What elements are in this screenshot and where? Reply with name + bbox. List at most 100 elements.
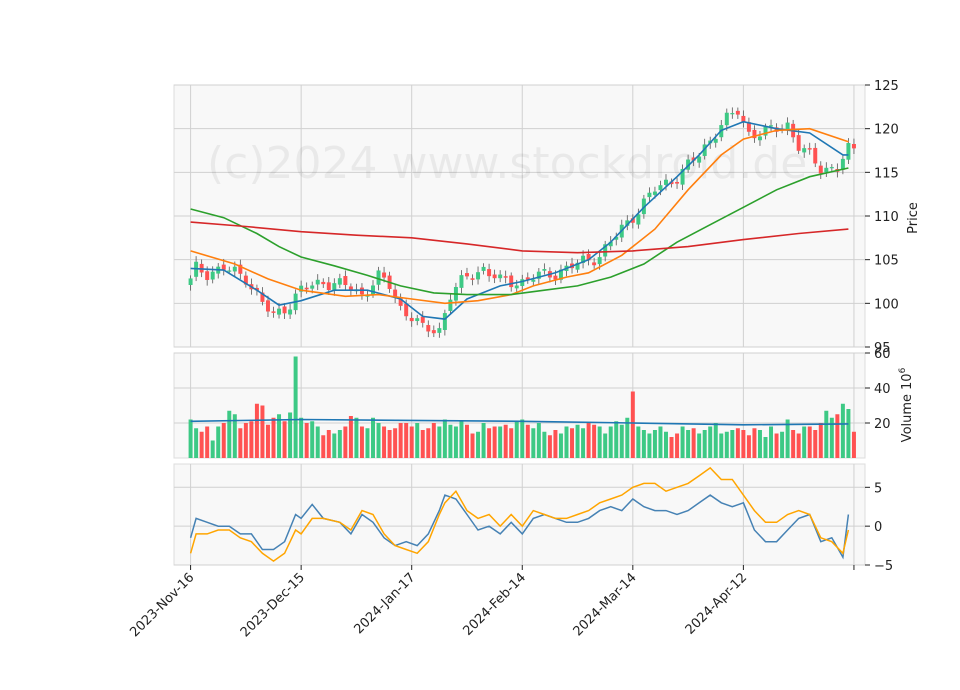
x-tick-label: 2023-Nov-16: [127, 570, 197, 640]
volume-bar: [393, 428, 398, 458]
volume-bar: [536, 423, 541, 458]
volume-bar: [470, 433, 475, 458]
volume-bar: [647, 433, 652, 458]
y-tick-label: 20: [874, 417, 891, 432]
volume-bar: [614, 421, 619, 458]
candle-body: [232, 266, 237, 272]
volume-bar: [315, 426, 320, 458]
x-tick-label: 2023-Dec-15: [238, 570, 308, 640]
volume-bar: [746, 435, 751, 458]
volume-bar: [625, 417, 630, 458]
volume-bar: [636, 426, 641, 458]
candle-body: [829, 167, 834, 169]
volume-bar: [514, 421, 519, 458]
volume-bar: [459, 421, 464, 458]
volume-bar: [796, 433, 801, 458]
candle-body: [371, 285, 375, 295]
y-tick-label: 125: [874, 79, 899, 94]
y-tick-label: 100: [874, 297, 899, 312]
candle-body: [409, 317, 414, 322]
volume-bar: [581, 428, 586, 458]
volume-bar: [619, 424, 624, 458]
candle-body: [382, 272, 387, 278]
volume-bar: [741, 430, 746, 458]
volume-bar: [277, 414, 282, 458]
volume-bar: [442, 419, 447, 458]
candle-body: [415, 318, 420, 322]
volume-bar: [780, 431, 785, 458]
volume-bar: [194, 428, 199, 458]
moving-average-line: [190, 221, 849, 254]
candle-body: [437, 328, 442, 333]
volume-bar: [542, 431, 547, 458]
volume-bar: [840, 403, 845, 458]
volume-bar: [387, 430, 392, 458]
volume-bar: [586, 423, 591, 458]
candle-body: [205, 271, 210, 280]
candle-body: [802, 148, 807, 153]
volume-bar: [282, 421, 287, 458]
volume-bar: [824, 410, 829, 458]
candle-body: [188, 278, 193, 285]
candle-body: [630, 218, 635, 223]
volume-bar: [260, 405, 265, 458]
candle-body: [769, 125, 774, 127]
volume-bar: [199, 431, 204, 458]
volume-bar: [249, 421, 254, 458]
volume-bar: [431, 423, 436, 458]
volume-bar: [829, 417, 834, 458]
volume-bar: [254, 403, 259, 458]
volume-bar: [597, 426, 602, 458]
volume-bar: [420, 430, 425, 458]
volume-bar: [785, 419, 790, 458]
volume-bar: [487, 428, 492, 458]
oscillator-line: [189, 466, 850, 563]
volume-bar: [464, 424, 469, 458]
volume-bar: [509, 428, 514, 458]
volume-bar: [719, 433, 724, 458]
volume-bar: [752, 428, 757, 458]
volume-bar: [851, 431, 856, 458]
volume-bar: [735, 428, 740, 458]
volume-bar: [802, 426, 807, 458]
volume-bar: [652, 430, 657, 458]
volume-bar: [763, 437, 768, 458]
volume-bar: [658, 426, 663, 458]
x-tick-label: 2024-Mar-14: [571, 570, 640, 639]
volume-bar: [669, 437, 674, 458]
candle-body: [774, 127, 779, 132]
volume-bar: [398, 423, 403, 458]
volume-bar: [337, 430, 342, 458]
candle-body: [542, 269, 547, 271]
volume-bar: [608, 426, 613, 458]
candle-body: [652, 191, 657, 195]
candle-body: [420, 316, 425, 323]
candle-body: [730, 113, 735, 115]
volume-bar: [503, 424, 508, 458]
y-tick-label: 120: [874, 123, 899, 138]
candle-body: [514, 285, 519, 289]
candle-body: [260, 292, 265, 302]
candle-body: [509, 275, 514, 288]
candle-body: [343, 276, 348, 286]
candle-body: [476, 272, 481, 280]
volume-bar: [664, 431, 668, 458]
volume-bar: [293, 356, 298, 458]
moving-average-line: [190, 120, 849, 320]
candle-body: [254, 287, 259, 291]
volume-bar: [326, 430, 331, 458]
candle-body: [713, 138, 718, 143]
candle-body: [581, 255, 586, 263]
volume-bar: [492, 426, 497, 458]
candle-body: [520, 279, 525, 287]
candle-body: [487, 269, 492, 277]
volume-bar: [807, 426, 812, 458]
candle-body: [680, 168, 685, 185]
candle-body: [818, 165, 823, 174]
volume-bar: [702, 430, 707, 458]
moving-average-line: [190, 167, 849, 296]
y-tick-label: 0: [874, 520, 882, 535]
candle-body: [575, 262, 580, 270]
candle-body: [498, 274, 503, 279]
